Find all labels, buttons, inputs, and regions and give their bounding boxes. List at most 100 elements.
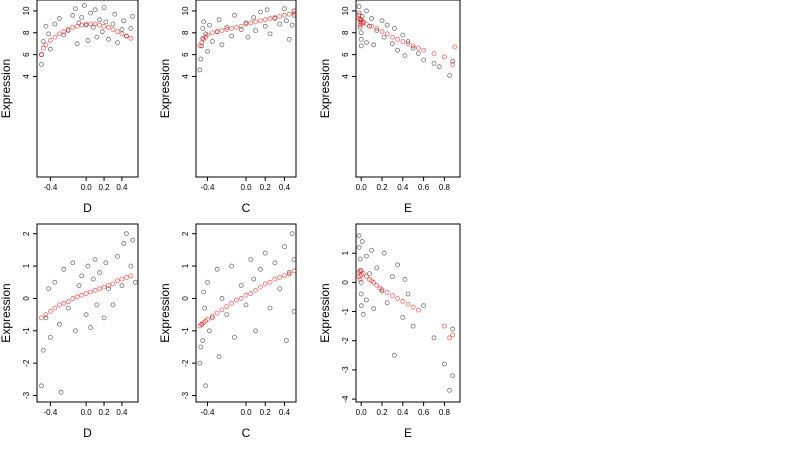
fitted-point — [384, 31, 390, 37]
observed-point — [39, 62, 44, 67]
fitted-point — [128, 35, 134, 41]
observed-point — [400, 32, 406, 38]
plot-panel-4: -0.4 0.0 0.2 0.4 -3 -2 -1 0 1 2 D Expression — [0, 223, 139, 440]
observed-point — [389, 41, 395, 47]
fitted-point — [115, 29, 120, 35]
fitted-point — [101, 284, 107, 290]
y-axis-label: Expression — [158, 59, 172, 118]
fitted-point — [291, 268, 297, 274]
observed-point — [291, 308, 297, 314]
fitted-point — [88, 289, 94, 295]
fitted-point — [92, 21, 98, 27]
fitted-point — [389, 34, 395, 40]
observed-point — [112, 11, 118, 17]
observed-point — [110, 302, 116, 308]
x-tick-label: 0.2 — [376, 183, 388, 192]
observed-point — [286, 36, 292, 42]
observed-point — [251, 15, 257, 20]
fitted-point — [43, 312, 49, 318]
fitted-point — [400, 39, 406, 44]
fitted-point — [115, 278, 120, 284]
observed-point — [132, 279, 138, 285]
fitted-point — [450, 62, 456, 67]
y-tick-label: 10 — [341, 6, 350, 15]
x-tick-label: 0.0 — [356, 408, 368, 417]
fitted-point — [238, 23, 244, 29]
observed-point — [209, 39, 215, 44]
fitted-point — [441, 323, 447, 329]
y-tick-label: 0 — [181, 296, 190, 301]
fitted-point — [360, 19, 366, 25]
observed-point — [101, 315, 107, 321]
fitted-point — [374, 26, 380, 31]
observed-point — [379, 18, 385, 24]
observed-point — [205, 279, 210, 285]
observed-point — [110, 21, 116, 27]
observed-point — [253, 328, 259, 334]
observed-point — [264, 7, 270, 13]
fitted-point — [282, 12, 287, 18]
observed-point — [232, 334, 237, 340]
fitted-point — [110, 281, 116, 287]
observed-point — [103, 19, 109, 25]
x-tick-label: 0.2 — [260, 183, 272, 192]
observed-point — [262, 23, 268, 29]
observed-point — [238, 27, 244, 32]
x-axis-label: D — [83, 201, 92, 215]
observed-point — [392, 352, 397, 358]
fitted-point — [262, 17, 268, 23]
observed-point — [358, 30, 364, 36]
observed-point — [447, 72, 453, 78]
fitted-point — [243, 292, 249, 298]
x-tick-label: 0.2 — [98, 183, 110, 192]
observed-point — [70, 260, 76, 266]
observed-point — [289, 22, 295, 28]
fitted-point — [229, 26, 234, 31]
fitted-point — [452, 44, 458, 50]
y-tick-label: -3 — [181, 391, 190, 399]
plot-panel-2: -0.4 0.0 0.2 0.4 4 6 8 10 C Expression — [158, 0, 297, 215]
y-tick-label: -3 — [341, 366, 350, 374]
fitted-point — [405, 301, 411, 307]
observed-point — [415, 51, 421, 56]
fitted-point — [447, 335, 453, 341]
observed-point — [130, 237, 136, 243]
fitted-point — [379, 29, 385, 35]
fitted-point — [371, 279, 377, 285]
observed-point — [371, 306, 377, 312]
observed-point — [115, 40, 120, 46]
observed-point — [357, 256, 363, 262]
observed-point — [272, 260, 278, 266]
fitted-point — [286, 11, 292, 17]
observed-point — [205, 48, 210, 54]
observed-point — [374, 265, 380, 271]
observed-point — [73, 6, 78, 12]
observed-point — [282, 6, 287, 12]
observed-point — [283, 338, 289, 343]
x-axis-label: E — [404, 426, 412, 440]
fitted-point — [441, 54, 447, 60]
observed-point — [363, 253, 369, 259]
fitted-point — [267, 16, 273, 21]
observed-point — [76, 283, 82, 288]
y-tick-label: 2 — [181, 231, 190, 236]
x-tick-label: 0.4 — [116, 408, 128, 417]
observed-point — [374, 28, 380, 33]
x-axis-label: E — [404, 201, 412, 215]
y-tick-label: 8 — [22, 30, 31, 35]
observed-point — [229, 33, 234, 39]
fitted-point — [277, 274, 283, 280]
observed-point — [97, 17, 102, 23]
fitted-point — [243, 21, 249, 27]
y-tick-label: -4 — [341, 395, 350, 403]
observed-point — [286, 270, 292, 275]
fitted-point — [224, 27, 230, 32]
observed-point — [201, 19, 207, 25]
x-tick-label: 0.2 — [376, 408, 388, 417]
plot-panel-3: 0.0 0.2 0.4 0.6 0.8 4 6 8 10 E Expression — [318, 0, 461, 215]
fitted-point — [119, 276, 125, 282]
y-tick-label: 8 — [181, 30, 190, 35]
fitted-point — [65, 27, 71, 32]
observed-point — [410, 45, 416, 51]
fitted-point — [410, 43, 416, 49]
